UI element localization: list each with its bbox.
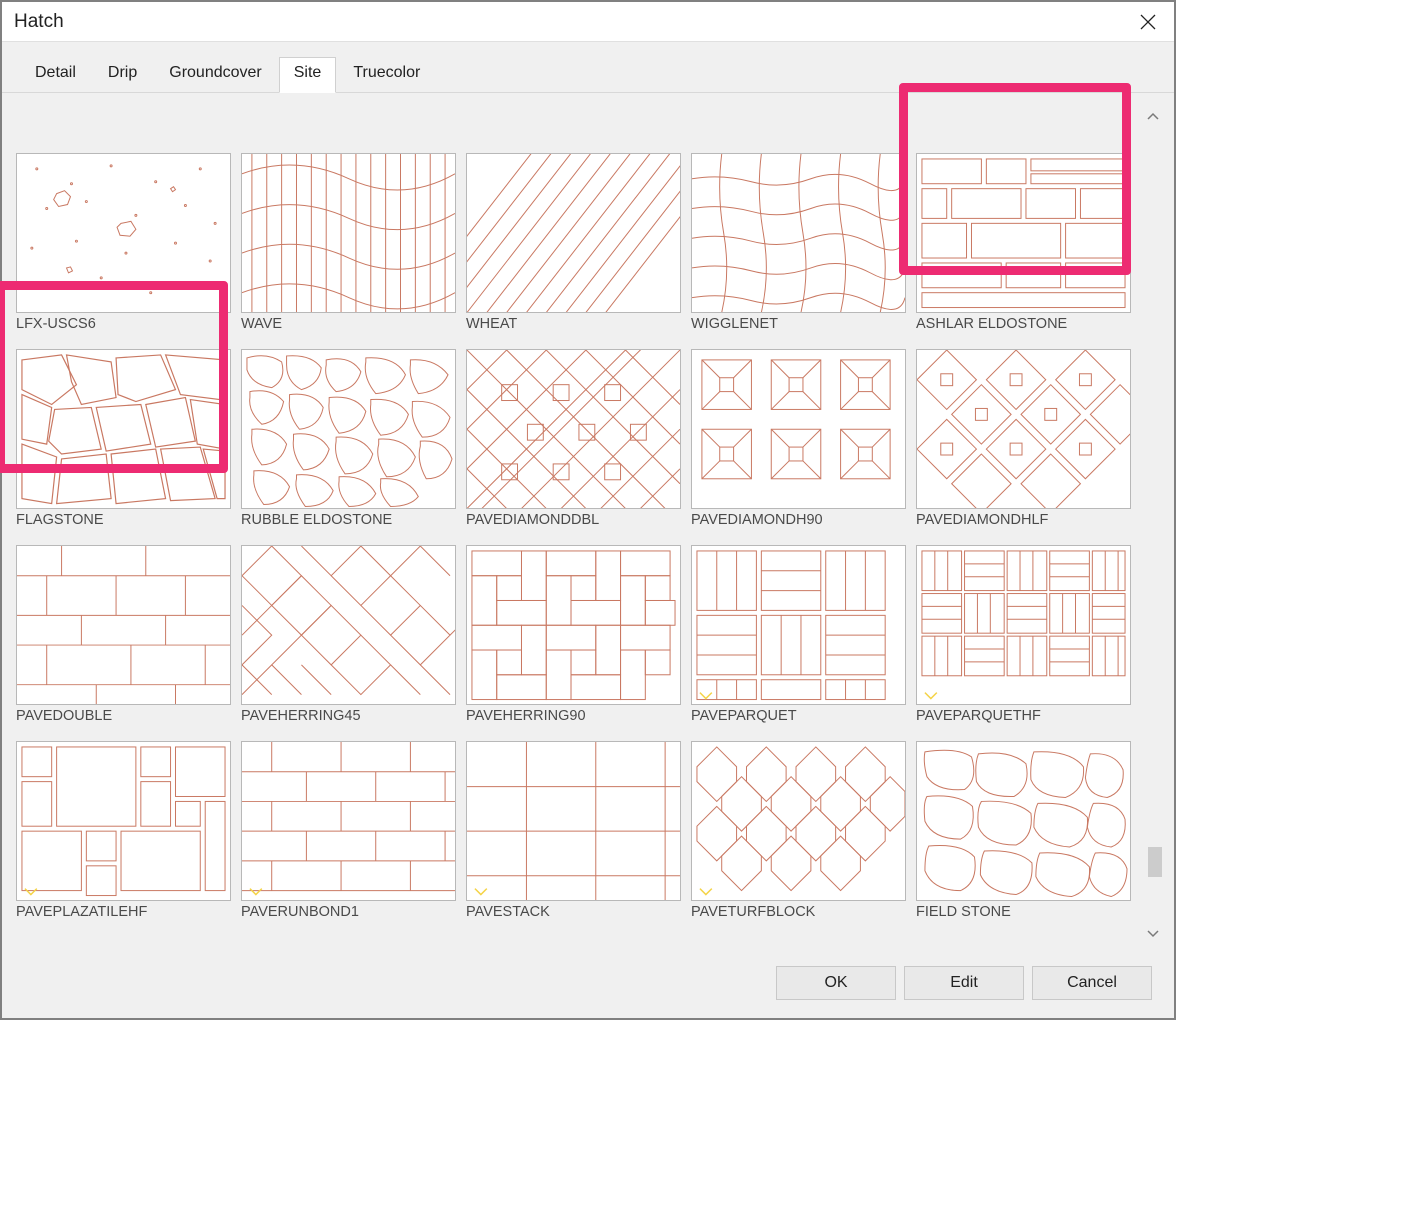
hatch-label: PAVEHERRING45 (241, 705, 456, 724)
hatch-item-wave[interactable]: WAVE (241, 153, 456, 341)
hatch-item-flagstone[interactable]: FLAGSTONE (16, 349, 231, 537)
ok-button[interactable]: OK (776, 966, 896, 1000)
dialog-footer: OK Edit Cancel (776, 966, 1152, 1000)
hatch-item-pavediamonddbl[interactable]: PAVEDIAMONDDBL (466, 349, 681, 537)
hatch-label: ASHLAR ELDOSTONE (916, 313, 1131, 332)
hatch-item-pavedouble[interactable]: PAVEDOUBLE (16, 545, 231, 733)
hatch-item-pavediamondhlf[interactable]: PAVEDIAMONDHLF (916, 349, 1131, 537)
hatch-label: FIELD STONE (916, 901, 1131, 920)
hatch-label: PAVEPLAZATILEHF (16, 901, 231, 920)
hatch-label: LFX-USCS6 (16, 313, 231, 332)
hatch-label: WAVE (241, 313, 456, 332)
hatch-dialog: Hatch Detail Drip Groundcover Site Truec… (0, 0, 1176, 1020)
scroll-down-button[interactable] (1147, 930, 1164, 938)
hatch-item-ashlar-eldostone[interactable]: ASHLAR ELDOSTONE (916, 153, 1131, 341)
scrollbar-thumb[interactable] (1148, 847, 1162, 877)
cancel-button[interactable]: Cancel (1032, 966, 1152, 1000)
hatch-label: WHEAT (466, 313, 681, 332)
hatch-label: PAVEDIAMONDDBL (466, 509, 681, 528)
close-button[interactable] (1128, 2, 1168, 42)
chevron-down-icon (1147, 930, 1159, 938)
hatch-item-paveparquet[interactable]: PAVEPARQUET (691, 545, 906, 733)
hatch-label: FLAGSTONE (16, 509, 231, 528)
hatch-item-paveparquethf[interactable]: PAVEPARQUETHF (916, 545, 1131, 733)
scroll-up-button[interactable] (1147, 112, 1164, 120)
hatch-item-pavediamondh90[interactable]: PAVEDIAMONDH90 (691, 349, 906, 537)
hatch-label: PAVESTACK (466, 901, 681, 920)
hatch-item-paveturfblock[interactable]: PAVETURFBLOCK (691, 741, 906, 929)
hatch-item-paveplazatilehf[interactable]: PAVEPLAZATILEHF (16, 741, 231, 929)
hatch-item-wigglenet[interactable]: WIGGLENET (691, 153, 906, 341)
tab-drip[interactable]: Drip (93, 57, 152, 93)
tab-site[interactable]: Site (279, 57, 337, 93)
hatch-label: PAVEHERRING90 (466, 705, 681, 724)
hatch-label: PAVEPARQUET (691, 705, 906, 724)
hatch-label: PAVERUNBOND1 (241, 901, 456, 920)
titlebar: Hatch (2, 2, 1174, 42)
hatch-item-paveherring90[interactable]: PAVEHERRING90 (466, 545, 681, 733)
hatch-label: PAVEDIAMONDHLF (916, 509, 1131, 528)
thumbnail-area: LFX-USCS6 WAVE (2, 93, 1174, 973)
chevron-up-icon (1147, 112, 1159, 120)
hatch-item-pavestack[interactable]: PAVESTACK (466, 741, 681, 929)
hatch-item-paveherring45[interactable]: PAVEHERRING45 (241, 545, 456, 733)
hatch-label: PAVEDIAMONDH90 (691, 509, 906, 528)
edit-button[interactable]: Edit (904, 966, 1024, 1000)
tab-groundcover[interactable]: Groundcover (154, 57, 277, 93)
hatch-item-field-stone[interactable]: FIELD STONE (916, 741, 1131, 929)
hatch-label: PAVEDOUBLE (16, 705, 231, 724)
hatch-label: PAVETURFBLOCK (691, 901, 906, 920)
tab-truecolor[interactable]: Truecolor (338, 57, 435, 93)
hatch-label: RUBBLE ELDOSTONE (241, 509, 456, 528)
hatch-item-paverunbond1[interactable]: PAVERUNBOND1 (241, 741, 456, 929)
hatch-item-rubble-eldostone[interactable]: RUBBLE ELDOSTONE (241, 349, 456, 537)
hatch-item-lfx-uscs6[interactable]: LFX-USCS6 (16, 153, 231, 341)
dialog-title: Hatch (14, 11, 1128, 33)
hatch-item-wheat[interactable]: WHEAT (466, 153, 681, 341)
hatch-label: WIGGLENET (691, 313, 906, 332)
hatch-label: PAVEPARQUETHF (916, 705, 1131, 724)
close-icon (1140, 14, 1156, 30)
tab-detail[interactable]: Detail (20, 57, 91, 93)
tabs: Detail Drip Groundcover Site Truecolor (2, 42, 1174, 93)
thumbnail-grid: LFX-USCS6 WAVE (16, 153, 1164, 929)
